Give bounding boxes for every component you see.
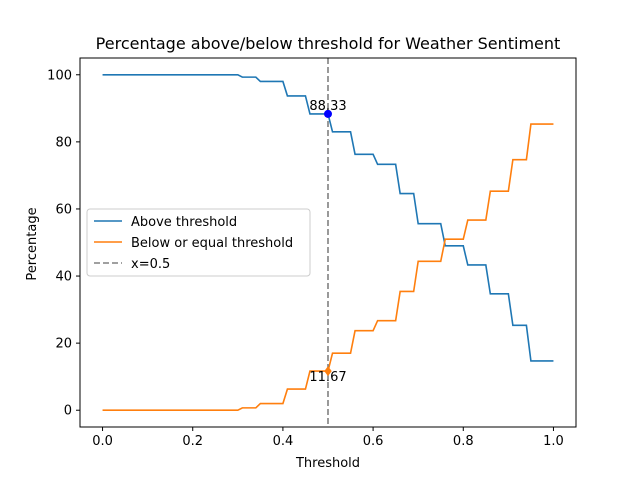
axes-frame — [79, 57, 577, 428]
y-tick-label: 60 — [55, 202, 72, 217]
legend-label-below-or-equal-threshold: Below or equal threshold — [131, 236, 293, 251]
y-tick-label: 40 — [55, 270, 72, 285]
x-tick-label: 0.0 — [92, 434, 113, 449]
legend-box — [86, 208, 311, 277]
y-tick-label: 20 — [55, 337, 72, 352]
legend-label-above-threshold: Above threshold — [131, 215, 237, 230]
x-axis-label: Threshold — [295, 456, 360, 471]
series-line-above-threshold — [102, 73, 554, 362]
marker-above-point — [324, 109, 332, 118]
series-line-below-or-equal-threshold — [102, 123, 554, 412]
y-tick-label: 100 — [47, 68, 72, 83]
y-tick-label: 0 — [64, 404, 72, 419]
x-tick-label: 1.0 — [543, 434, 564, 449]
x-tick-label: 0.2 — [182, 434, 203, 449]
x-tick-label: 0.8 — [453, 434, 474, 449]
legend-label-vline: x=0.5 — [131, 257, 170, 272]
x-tick-label: 0.6 — [363, 434, 384, 449]
annotation-below-value: 11.67 — [309, 370, 346, 385]
chart-title: Percentage above/below threshold for Wea… — [96, 34, 561, 53]
x-tick-label: 0.4 — [273, 434, 294, 449]
annotation-above-value: 88.33 — [309, 99, 346, 114]
marker-below-point — [324, 366, 332, 377]
y-axis-label: Percentage — [25, 207, 40, 280]
y-tick-label: 80 — [55, 135, 72, 150]
